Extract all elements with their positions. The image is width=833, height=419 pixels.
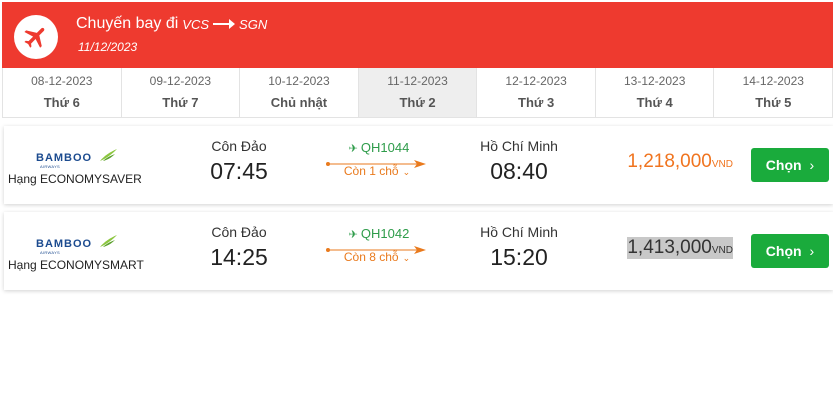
flight-header: Chuyến bay đi VCS SGN 11/12/2023 bbox=[2, 2, 833, 68]
choose-button[interactable]: Chọn › bbox=[751, 234, 829, 268]
date-tab[interactable]: 09-12-2023 Thứ 7 bbox=[122, 68, 241, 117]
date-tab[interactable]: 10-12-2023 Chủ nhật bbox=[240, 68, 359, 117]
price-currency: VND bbox=[711, 245, 733, 256]
from-code: VCS bbox=[182, 16, 210, 32]
fare-class: Hạng ECONOMYSMART bbox=[8, 258, 144, 272]
date-tabs: 08-12-2023 Thứ 6 09-12-2023 Thứ 7 10-12-… bbox=[2, 68, 833, 118]
chevron-down-icon: ⌄ bbox=[402, 167, 411, 177]
tab-day: Thứ 3 bbox=[518, 95, 555, 110]
price-value: 1,218,000 bbox=[627, 151, 712, 172]
bamboo-leaf-icon bbox=[100, 149, 117, 161]
flight-card: BAMBOO AIRWAYS Hạng ECONOMYSMART Côn Đảo… bbox=[4, 212, 833, 290]
departure: Côn Đảo 07:45 bbox=[194, 138, 284, 185]
route-arrow-icon bbox=[326, 160, 426, 168]
tab-day: Chủ nhật bbox=[270, 95, 328, 110]
seats-text: Còn 8 chỗ bbox=[343, 250, 399, 264]
flight-number: ✈ QH1044 bbox=[326, 140, 432, 155]
small-plane-icon: ✈ bbox=[348, 143, 358, 155]
tab-date: 13-12-2023 bbox=[623, 74, 686, 88]
flight-route: ✈ QH1042 Còn 8 chỗ ⌄ bbox=[322, 226, 432, 264]
flight-card: BAMBOO AIRWAYS Hạng ECONOMYSAVER Côn Đảo… bbox=[4, 126, 833, 204]
tab-day: Thứ 6 bbox=[43, 95, 80, 110]
date-tab[interactable]: 14-12-2023 Thứ 5 bbox=[714, 68, 832, 117]
flight-number-text: QH1044 bbox=[360, 140, 410, 155]
airplane-icon bbox=[14, 15, 58, 59]
airline-logo-subtext: AIRWAYS bbox=[40, 164, 61, 169]
arrival: Hồ Chí Minh 15:20 bbox=[469, 224, 569, 271]
tab-date: 11-12-2023 bbox=[387, 74, 448, 88]
choose-label: Chọn bbox=[765, 243, 802, 259]
arrival-time: 15:20 bbox=[490, 244, 548, 270]
price-value: 1,413,000 bbox=[627, 237, 712, 258]
tab-day: Thứ 7 bbox=[162, 95, 199, 110]
airline-logo-text: BAMBOO bbox=[36, 238, 93, 250]
route-line bbox=[322, 156, 432, 168]
date-tab[interactable]: 12-12-2023 Thứ 3 bbox=[477, 68, 596, 117]
airline-logo: BAMBOO AIRWAYS bbox=[36, 146, 126, 170]
tab-date: 09-12-2023 bbox=[149, 74, 212, 88]
date-tab[interactable]: 08-12-2023 Thứ 6 bbox=[3, 68, 122, 117]
tab-day: Thứ 5 bbox=[755, 95, 792, 110]
chevron-right-icon: › bbox=[809, 157, 815, 173]
departure-time: 14:25 bbox=[210, 244, 268, 270]
departure: Côn Đảo 14:25 bbox=[194, 224, 284, 271]
airline-logo-subtext: AIRWAYS bbox=[40, 250, 61, 255]
tab-day: Thứ 2 bbox=[399, 95, 436, 110]
departure-time: 07:45 bbox=[210, 158, 268, 184]
departure-city: Côn Đảo bbox=[211, 138, 267, 154]
flight-number-text: QH1042 bbox=[360, 226, 410, 241]
small-plane-icon: ✈ bbox=[348, 229, 358, 241]
seats-available[interactable]: Còn 8 chỗ ⌄ bbox=[322, 250, 432, 264]
to-code: SGN bbox=[239, 16, 268, 32]
choose-button[interactable]: Chọn › bbox=[751, 148, 829, 182]
chevron-down-icon: ⌄ bbox=[402, 253, 411, 263]
tab-date: 08-12-2023 bbox=[31, 74, 93, 88]
tab-date: 10-12-2023 bbox=[268, 74, 330, 88]
route-line bbox=[322, 242, 432, 254]
fare-price: 1,413,000VND bbox=[627, 237, 733, 259]
tab-day: Thứ 4 bbox=[636, 95, 673, 110]
tab-date: 12-12-2023 bbox=[505, 74, 567, 88]
airline-logo: BAMBOO AIRWAYS bbox=[36, 232, 126, 256]
route-arrow-icon bbox=[326, 246, 426, 254]
header-title: Chuyến bay đi VCS SGN bbox=[76, 15, 267, 33]
header-date: 11/12/2023 bbox=[78, 40, 138, 54]
chevron-right-icon: › bbox=[809, 243, 815, 259]
price-currency: VND bbox=[711, 159, 733, 170]
date-tab-active[interactable]: 11-12-2023 Thứ 2 bbox=[358, 68, 478, 117]
flight-number: ✈ QH1042 bbox=[326, 226, 432, 241]
departure-city: Côn Đảo bbox=[211, 224, 267, 240]
tab-date: 14-12-2023 bbox=[742, 74, 804, 88]
airline-logo-text: BAMBOO bbox=[36, 152, 93, 164]
arrival-time: 08:40 bbox=[490, 158, 548, 184]
flight-route: ✈ QH1044 Còn 1 chỗ ⌄ bbox=[322, 140, 432, 178]
arrival-city: Hồ Chí Minh bbox=[480, 138, 558, 154]
arrow-right-icon bbox=[213, 19, 236, 29]
header-title-text: Chuyến bay đi bbox=[76, 15, 179, 32]
airline-info: BAMBOO AIRWAYS Hạng ECONOMYSMART bbox=[8, 232, 158, 272]
bamboo-leaf-icon bbox=[100, 235, 117, 247]
choose-label: Chọn bbox=[765, 157, 802, 173]
fare-class: Hạng ECONOMYSAVER bbox=[8, 172, 142, 186]
seats-available[interactable]: Còn 1 chỗ ⌄ bbox=[322, 164, 432, 178]
seats-text: Còn 1 chỗ bbox=[343, 164, 399, 178]
arrival-city: Hồ Chí Minh bbox=[480, 224, 558, 240]
fare-price: 1,218,000VND bbox=[627, 151, 733, 173]
date-tab[interactable]: 13-12-2023 Thứ 4 bbox=[596, 68, 715, 117]
arrival: Hồ Chí Minh 08:40 bbox=[469, 138, 569, 185]
airline-info: BAMBOO AIRWAYS Hạng ECONOMYSAVER bbox=[8, 146, 158, 186]
